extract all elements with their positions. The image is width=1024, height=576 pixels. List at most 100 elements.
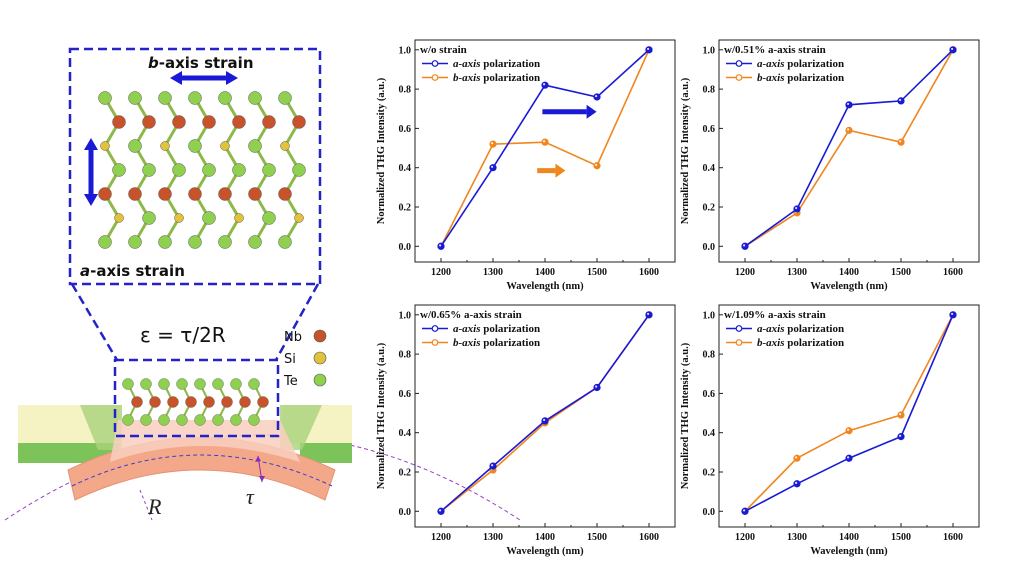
legend-label: b-axis polarization	[453, 72, 540, 84]
atom	[278, 235, 292, 249]
x-tick-label: 1500	[891, 267, 911, 278]
atom	[280, 141, 290, 151]
atom	[122, 378, 134, 390]
legend-entry: b-axis polarization	[422, 72, 540, 84]
atom	[188, 91, 202, 105]
element-legend-label: Si	[284, 352, 296, 367]
atom	[142, 115, 156, 129]
data-point-highlight	[743, 244, 746, 247]
data-point	[845, 427, 853, 435]
data-point	[645, 46, 653, 54]
data-point	[593, 383, 601, 392]
data-point	[845, 101, 853, 109]
atom	[202, 163, 216, 177]
data-point-highlight	[847, 128, 850, 131]
data-point	[741, 507, 749, 515]
atom	[294, 213, 304, 223]
tau-label: τ	[246, 484, 255, 509]
data-point	[489, 140, 497, 148]
element-legend-dot	[313, 329, 327, 343]
atom	[194, 378, 206, 390]
y-axis-label: Normalized THG Intensity (a.u.)	[680, 77, 691, 224]
y-tick-label: 0.4	[399, 163, 412, 174]
legend-marker	[431, 339, 439, 346]
atom	[158, 414, 170, 426]
atom	[176, 378, 188, 390]
orange-arrow-head	[555, 163, 566, 178]
data-point	[741, 242, 749, 250]
radius-label: R	[147, 494, 162, 519]
data-point-highlight	[795, 206, 798, 210]
x-tick-label: 1200	[431, 267, 451, 278]
chart-panel-2: 0.0 0.2 0.4 0.6 0.8 1.0 1200 1300 1400 1500 1600 Wa…	[680, 39, 980, 292]
data-point	[593, 162, 601, 170]
legend-label: a-axis polarization	[757, 58, 844, 70]
data-point	[949, 311, 957, 319]
data-point-highlight	[847, 102, 850, 106]
atom	[202, 115, 216, 129]
data-point	[593, 93, 601, 101]
atom	[234, 213, 244, 223]
crystal-cross-section	[122, 378, 269, 426]
a-axis-series	[437, 46, 653, 250]
data-point	[541, 81, 549, 89]
radius-line	[139, 489, 153, 521]
zoom-connector-right	[274, 283, 320, 361]
x-tick-label: 1600	[943, 532, 963, 543]
y-tick-label: 0.6	[703, 124, 716, 135]
data-point-highlight	[795, 481, 798, 484]
data-point-highlight	[647, 312, 650, 316]
atom	[292, 115, 306, 129]
y-tick-label: 0.2	[399, 202, 412, 213]
y-tick-label: 0.4	[703, 428, 716, 439]
legend-marker	[431, 60, 439, 67]
y-tick-label: 0.0	[399, 242, 412, 253]
atom	[188, 187, 202, 201]
x-tick-label: 1400	[839, 267, 859, 278]
y-tick-label: 0.2	[703, 467, 716, 478]
data-point-highlight	[951, 47, 954, 51]
data-point-highlight	[951, 312, 954, 316]
legend-label: a-axis polarization	[453, 323, 540, 335]
atom	[194, 414, 206, 426]
zoom-box-small	[113, 358, 280, 438]
atom	[185, 396, 197, 408]
data-point	[645, 311, 653, 319]
y-tick-label: 1.0	[703, 310, 716, 321]
element-legend-dot	[313, 373, 327, 387]
atom	[100, 141, 110, 151]
panel-title: w/0.51% a-axis strain	[724, 44, 826, 56]
data-point-highlight	[595, 385, 598, 388]
atom	[167, 396, 179, 408]
y-tick-label: 1.0	[703, 45, 716, 56]
x-tick-label: 1400	[839, 532, 859, 543]
atom	[158, 187, 172, 201]
a-axis-series	[741, 311, 957, 515]
data-point	[489, 164, 497, 172]
data-point-highlight	[543, 418, 546, 422]
x-tick-label: 1200	[735, 267, 755, 278]
panel-title: w/1.09% a-axis strain	[724, 309, 826, 321]
atom	[158, 91, 172, 105]
legend-entry: b-axis polarization	[726, 337, 844, 349]
x-tick-label: 1600	[639, 267, 659, 278]
y-tick-label: 0.2	[703, 202, 716, 213]
y-tick-label: 0.2	[399, 467, 412, 478]
x-tick-label: 1300	[787, 532, 807, 543]
atom	[212, 414, 224, 426]
element-legend-label: Te	[283, 374, 298, 389]
data-point	[793, 480, 801, 488]
y-tick-label: 0.0	[703, 242, 716, 253]
panel-title: w/o strain	[420, 44, 467, 56]
neutral-plane	[71, 454, 333, 487]
data-point-highlight	[647, 47, 650, 51]
y-tick-label: 0.6	[399, 389, 412, 400]
atom	[140, 414, 152, 426]
a-axis-arrow	[84, 138, 98, 206]
chart-grid: 0.0 0.2 0.4 0.6 0.8 1.0 1200 1300 1400 1500 1600 Wa…	[376, 39, 980, 557]
data-point	[845, 126, 853, 134]
atom	[232, 115, 246, 129]
legend-label: a-axis polarization	[453, 58, 540, 70]
atom	[142, 163, 156, 177]
x-axis-label: Wavelength (nm)	[506, 281, 584, 292]
